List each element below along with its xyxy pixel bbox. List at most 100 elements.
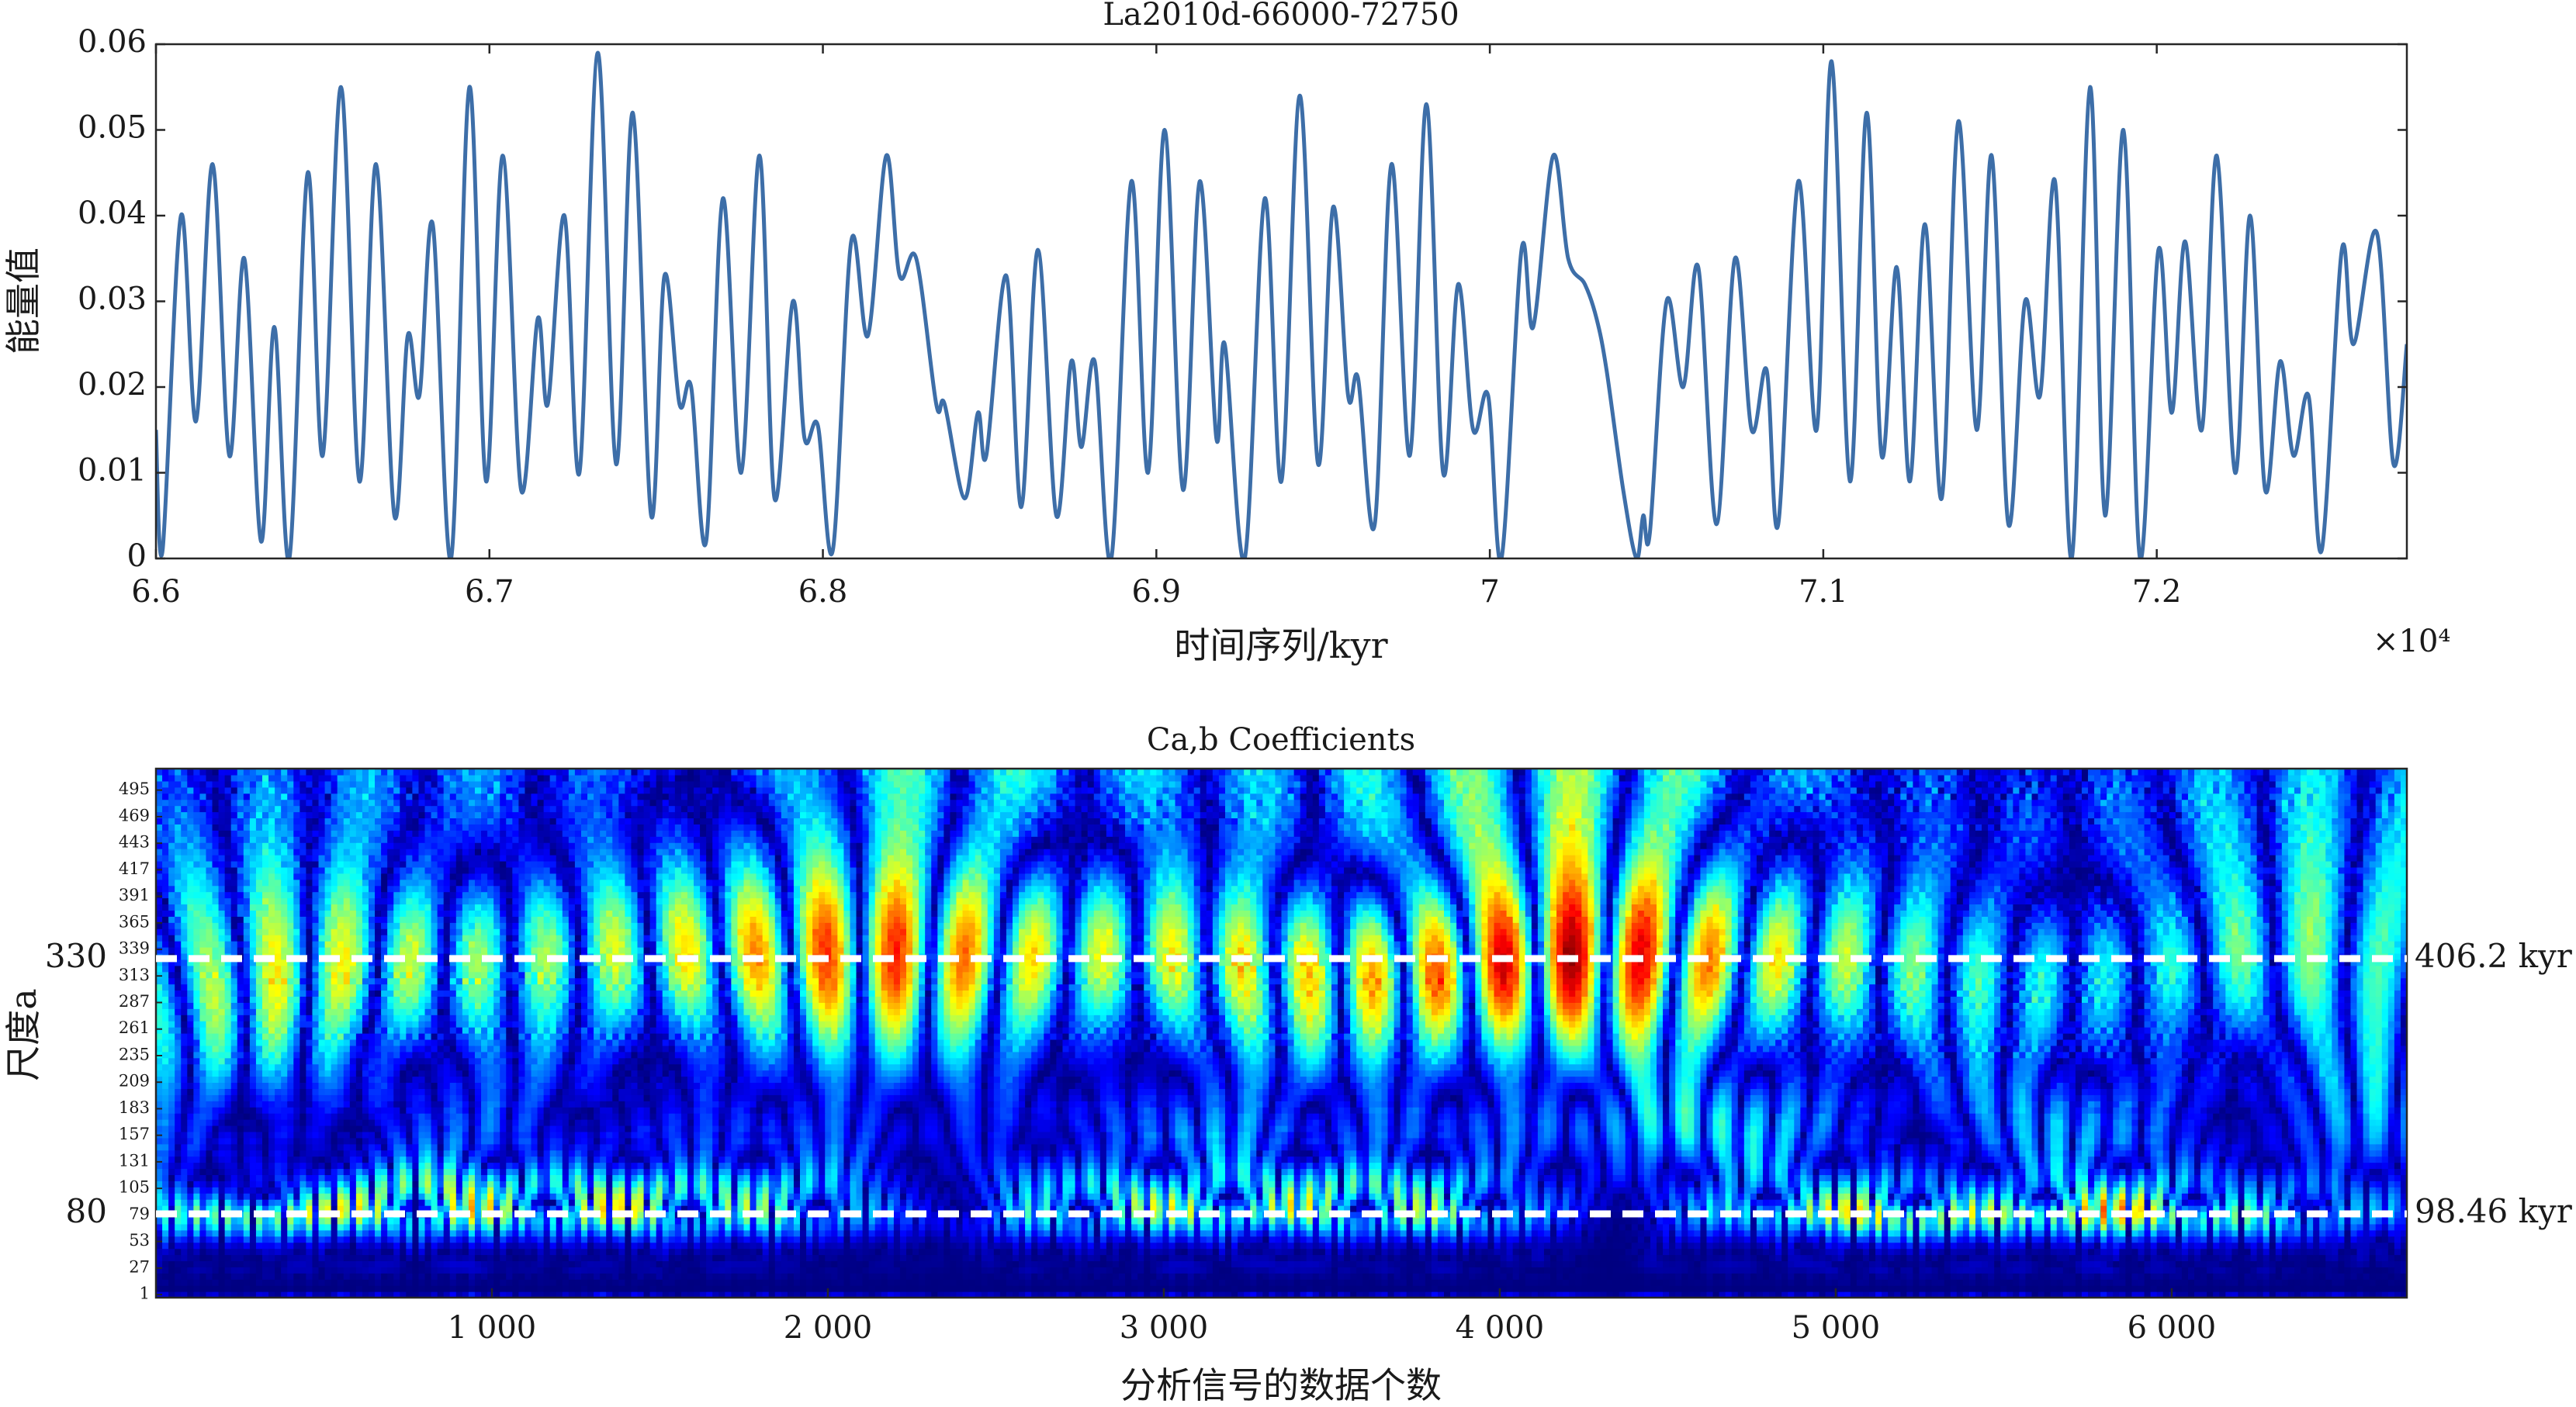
scalogram-cell xyxy=(1300,1243,1307,1250)
scalogram-cell xyxy=(2000,1267,2007,1274)
scalogram-cell xyxy=(694,1243,701,1250)
scalogram-cell xyxy=(475,1236,482,1243)
scalogram-cell xyxy=(1563,1267,1570,1274)
scalogram-cell xyxy=(2219,1254,2226,1261)
scalogram-cell xyxy=(2019,1279,2026,1286)
scalogram-cell xyxy=(625,1273,632,1280)
scalogram-cell xyxy=(1031,1254,1038,1261)
scalogram-cell xyxy=(775,1249,782,1256)
scalogram-cell xyxy=(193,1254,200,1261)
scalogram-cell xyxy=(1906,1279,1913,1286)
scalogram-cell xyxy=(1463,1254,1470,1261)
scalogram-cell xyxy=(1875,1260,1882,1267)
scalogram-cell xyxy=(1194,1267,1201,1274)
scalogram-cell xyxy=(1094,1249,1101,1256)
scalogram-cell xyxy=(256,1273,263,1280)
scalogram-cell xyxy=(1669,1236,1676,1243)
scalogram-cell xyxy=(275,1254,282,1261)
scalogram-cell xyxy=(1619,1230,1626,1237)
scalogram-cell xyxy=(268,1230,275,1237)
scalogram-cell xyxy=(1394,1260,1401,1267)
scalogram-cell xyxy=(1556,1267,1563,1274)
scalogram-cell xyxy=(1694,1279,1701,1286)
scalogram-cell xyxy=(325,1260,332,1267)
scalogram-cell xyxy=(2069,1273,2076,1280)
scalogram-cell xyxy=(199,1254,206,1261)
scalogram-cell xyxy=(757,1254,763,1261)
scalogram-cell xyxy=(2207,1243,2214,1250)
x-multiplier: ×10⁴ xyxy=(2373,624,2450,659)
scalogram-cell xyxy=(718,1249,725,1256)
scalogram-cell xyxy=(600,1243,607,1250)
scalogram-cell xyxy=(1694,1260,1701,1267)
scalogram-cell xyxy=(857,1260,864,1267)
scalogram-cell xyxy=(969,1273,976,1280)
scalogram-cell xyxy=(875,1224,882,1231)
scalogram-cell xyxy=(2251,1260,2258,1267)
scalogram-cell xyxy=(1613,1243,1620,1250)
scalogram-cell xyxy=(2138,1243,2145,1250)
scalogram-cell xyxy=(1088,1279,1095,1286)
scalogram-cell xyxy=(1044,1243,1051,1250)
scalogram-cell xyxy=(1125,1260,1132,1267)
scalogram-cell xyxy=(1044,1285,1051,1292)
scalogram-cell xyxy=(1481,1236,1488,1243)
scalogram-cell xyxy=(1738,1285,1745,1292)
scalogram-cell xyxy=(1619,1285,1626,1292)
scalogram-cell xyxy=(1607,1267,1614,1274)
scalogram-cell xyxy=(743,1249,750,1256)
scalogram-cell xyxy=(544,1254,551,1261)
scalogram-cell xyxy=(1532,1260,1539,1267)
scalogram-cell xyxy=(193,1230,200,1237)
scalogram-cell xyxy=(2244,1249,2251,1256)
scalogram-cell xyxy=(937,1285,944,1292)
scalogram-cell xyxy=(1932,1279,1939,1286)
scalogram-cell xyxy=(1819,1267,1826,1274)
scalogram-cell xyxy=(1244,1243,1251,1250)
scalogram-cell xyxy=(1619,1254,1626,1261)
scalogram-cell xyxy=(2301,1249,2308,1256)
scalogram-cell xyxy=(206,1224,213,1231)
scalogram-cell xyxy=(500,1254,507,1261)
scalogram-cell xyxy=(1019,1279,1026,1286)
scalogram-cell xyxy=(1775,1236,1782,1243)
scalogram-cell xyxy=(2319,1285,2326,1292)
scalogram-cell xyxy=(1238,1236,1245,1243)
scalogram-cell xyxy=(187,1230,194,1237)
scalogram-cell xyxy=(2376,1260,2383,1267)
scalogram-cell xyxy=(1494,1260,1501,1267)
scalogram-cell xyxy=(406,1260,413,1267)
scalogram-cell xyxy=(1650,1285,1657,1292)
scalogram-cell xyxy=(675,1249,682,1256)
scalogram-cell xyxy=(644,1224,651,1231)
scalogram-cell xyxy=(244,1254,251,1261)
scalogram-cell xyxy=(175,1254,182,1261)
scalogram-cell xyxy=(193,1236,200,1243)
scalogram-cell xyxy=(1963,1243,1970,1250)
scalogram-cell xyxy=(2257,1279,2264,1286)
scalogram-cell xyxy=(1288,1260,1295,1267)
scalogram-cell xyxy=(1256,1243,1263,1250)
scalogram-cell xyxy=(1338,1236,1345,1243)
scalogram-cell xyxy=(669,1243,676,1250)
scalogram-cell xyxy=(1750,1285,1757,1292)
scalogram-cell xyxy=(1350,1260,1357,1267)
scalogram-cell xyxy=(1044,1279,1051,1286)
scalogram-cell xyxy=(487,1260,494,1267)
scalogram-cell xyxy=(831,1267,838,1274)
scalogram-cell xyxy=(1238,1285,1245,1292)
scalogram-cell xyxy=(837,1273,844,1280)
scalogram-cell xyxy=(1394,1285,1401,1292)
scalogram-cell xyxy=(306,1267,313,1274)
scalogram-cell xyxy=(1501,1243,1508,1250)
scalogram-cell xyxy=(418,1285,425,1292)
scalogram-cell xyxy=(763,1236,770,1243)
scalogram-cell xyxy=(906,1254,913,1261)
scalogram-cell xyxy=(2182,1254,2189,1261)
scalogram-cell xyxy=(1344,1285,1351,1292)
scalogram-cell xyxy=(1726,1236,1733,1243)
scalogram-cell xyxy=(469,1273,476,1280)
scalogram-cell xyxy=(1513,1249,1520,1256)
scalogram-cell xyxy=(2169,1273,2176,1280)
scalogram-cell xyxy=(2063,1243,2070,1250)
